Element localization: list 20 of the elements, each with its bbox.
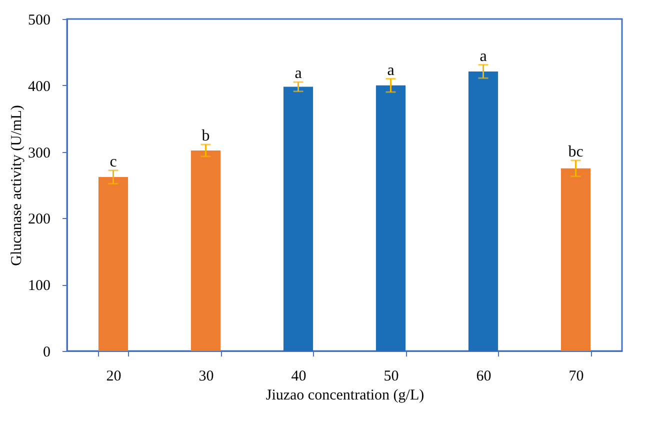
y-tick-label: 200 [28,212,50,228]
y-tick-label: 0 [43,344,50,360]
annotation: a [294,65,302,82]
y-tick-label: 500 [28,12,50,28]
x-tick-label: 60 [476,368,492,384]
y-tick-label: 100 [28,278,50,294]
annotation: a [387,62,394,79]
x-tick-label: 40 [291,368,306,384]
annotation: b [202,127,210,144]
y-axis-title: Glucanase activity (U/mL) [9,105,25,266]
annotation: bc [568,143,584,160]
y-tick-label: 300 [28,145,50,162]
x-tick-label: 30 [198,368,214,384]
y-tick-label: 400 [28,78,50,95]
x-tick-label: 70 [568,368,584,384]
annotation: a [480,48,487,65]
x-tick-label: 50 [384,368,399,384]
x-tick-label: 20 [106,368,122,384]
x-axis-title: Jiuzao concentration (g/L) [266,388,424,404]
annotation: c [110,153,117,170]
